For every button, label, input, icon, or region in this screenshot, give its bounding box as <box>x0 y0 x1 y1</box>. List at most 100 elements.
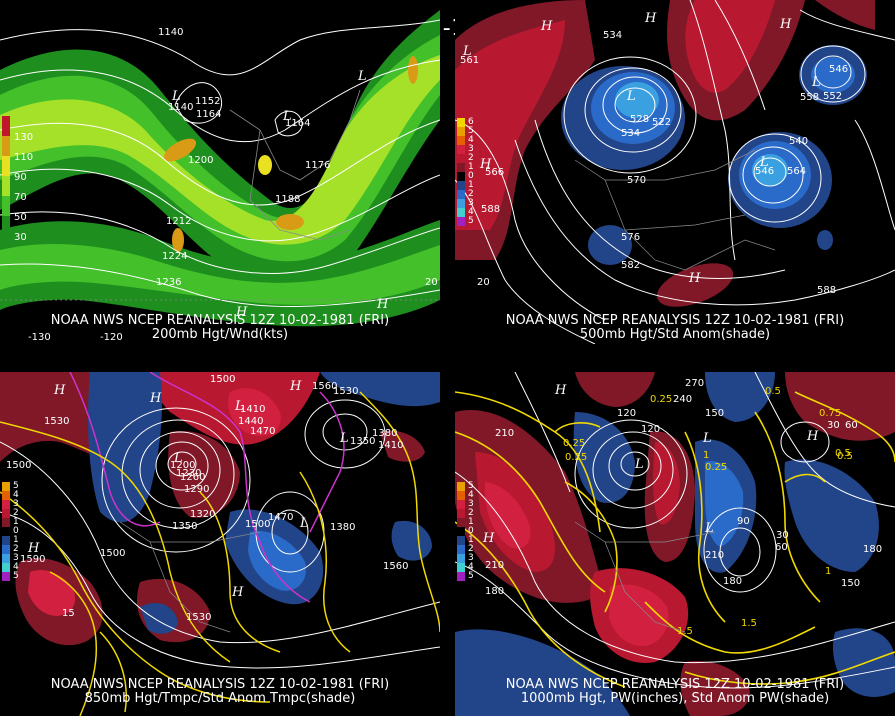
high-symbol: H <box>779 17 792 32</box>
legend-label: 5 <box>468 571 474 581</box>
contour-label: 1410 <box>240 404 265 415</box>
map-1000mb: 270 240 120 150 210 0.5 0.25 0.75 0.25 3… <box>455 372 895 716</box>
contour-label: 1224 <box>162 251 187 262</box>
legend-850mb: 5 4 3 2 1 0 1 2 3 4 5 <box>2 482 32 612</box>
contour-label: 588 <box>481 204 500 215</box>
contour-label: 1500 <box>6 460 31 471</box>
contour-label: 1500 <box>100 548 125 559</box>
legend-swatch <box>457 145 465 154</box>
legend-label: 4 <box>468 490 474 500</box>
contour-label: 1164 <box>285 118 310 129</box>
contour-label: 564 <box>787 166 806 177</box>
contour-label: 120 <box>641 424 660 435</box>
legend-label: 4 <box>468 562 474 572</box>
contour-label: 1212 <box>166 216 191 227</box>
low-symbol: L <box>634 457 644 472</box>
contour-label: 180 <box>863 544 882 555</box>
legend-label: 0 <box>468 171 474 181</box>
high-symbol: H <box>806 429 819 444</box>
contour-label: 1188 <box>275 194 300 205</box>
legend-swatch <box>2 545 10 554</box>
map-500mb: 534 546 552 528 522 540 534 570 588 576 … <box>455 0 895 344</box>
contour-label: 1140 <box>158 27 183 38</box>
contour-label: 566 <box>485 167 504 178</box>
contour-label: 60 <box>775 542 788 553</box>
legend-swatch <box>457 527 465 536</box>
contour-label: 546 <box>755 166 774 177</box>
caption-line: 200mb Hgt/Wnd(kts) <box>151 327 289 342</box>
legend-label: 5 <box>468 481 474 491</box>
legend-label: 5 <box>468 126 474 136</box>
legend-swatch <box>2 491 10 500</box>
map-850mb: 1500 1530 1560 1530 1500 1590 1500 1410 … <box>0 372 440 716</box>
legend-label: 3 <box>13 499 19 509</box>
contour-label: 0.75 <box>819 408 841 419</box>
caption-line: NOAA NWS NCEP REANALYSIS 12Z 10-02-1981 … <box>50 313 390 328</box>
caption-200mb: NOAA NWS NCEP REANALYSIS 12Z 10-02-1981 … <box>0 314 440 342</box>
legend-label: 3 <box>13 553 19 563</box>
contour-label: 588 <box>817 285 836 296</box>
legend-swatch <box>457 572 465 581</box>
legend-swatch <box>2 136 10 156</box>
legend-swatch <box>457 536 465 545</box>
legend-label: 1 <box>13 535 19 545</box>
legend-swatch <box>457 118 465 127</box>
legend-label: 30 <box>14 232 27 243</box>
legend-label: 0 <box>13 526 19 536</box>
legend-label: 2 <box>468 189 474 199</box>
contour-label: 1 <box>825 566 831 577</box>
legend-swatch <box>2 509 10 518</box>
high-symbol: H <box>289 379 302 394</box>
contour-label: 552 <box>823 91 842 102</box>
contour-label: 1590 <box>20 554 45 565</box>
contour-label: 522 <box>652 117 671 128</box>
contour-label: 1380 <box>330 522 355 533</box>
contour-label: 558 <box>800 92 819 103</box>
contour-label: 546 <box>829 64 848 75</box>
legend-label: 6 <box>468 117 474 127</box>
legend-label: 1 <box>468 162 474 172</box>
low-symbol: L <box>811 75 821 90</box>
contour-label: 30 <box>776 530 789 541</box>
high-symbol: H <box>27 541 40 556</box>
legend-200mb: 130 110 90 70 50 30 <box>2 116 42 256</box>
contour-label: 1560 <box>312 381 337 392</box>
contour-label: 540 <box>789 136 808 147</box>
low-symbol: L <box>462 44 472 59</box>
contour-label: 1530 <box>186 612 211 623</box>
contour-label: 90 <box>737 516 750 527</box>
legend-swatch <box>457 127 465 136</box>
contour-label: 1350 <box>350 436 375 447</box>
caption-line: 1000mb Hgt, PW(inches), Std Anom PW(shad… <box>520 691 830 706</box>
contour-label: 534 <box>621 128 640 139</box>
legend-swatch <box>457 136 465 145</box>
contour-label: 0.25 <box>565 452 587 463</box>
legend-label: 1 <box>468 535 474 545</box>
panel-1000mb: 270 240 120 150 210 0.5 0.25 0.75 0.25 3… <box>455 372 895 716</box>
high-symbol: H <box>554 383 567 398</box>
low-symbol: L <box>173 451 183 466</box>
lat-label: 20 <box>425 277 438 288</box>
contour-label: 561 <box>460 55 479 66</box>
legend-swatch <box>2 554 10 563</box>
contour-label: 0.25 <box>705 462 727 473</box>
legend-label: 4 <box>468 207 474 217</box>
contour-label: 150 <box>705 408 724 419</box>
legend-swatch <box>2 482 10 491</box>
legend-swatch <box>2 572 10 581</box>
panel-850mb: 1500 1530 1560 1530 1500 1590 1500 1410 … <box>0 372 440 716</box>
high-symbol: H <box>149 391 162 406</box>
contour-label: 120 <box>617 408 636 419</box>
contour-label: 1230 <box>176 468 201 479</box>
high-symbol: H <box>231 585 244 600</box>
high-symbol: H <box>376 297 389 312</box>
contour-label: 1152 <box>195 96 220 107</box>
contour-label: 150 <box>841 578 860 589</box>
legend-label: 4 <box>13 490 19 500</box>
contour-label: 30 <box>827 420 840 431</box>
legend-swatch <box>457 554 465 563</box>
legend-label: 3 <box>468 198 474 208</box>
legend-swatch <box>457 217 465 226</box>
legend-label: 2 <box>468 153 474 163</box>
low-symbol: L <box>299 516 309 531</box>
